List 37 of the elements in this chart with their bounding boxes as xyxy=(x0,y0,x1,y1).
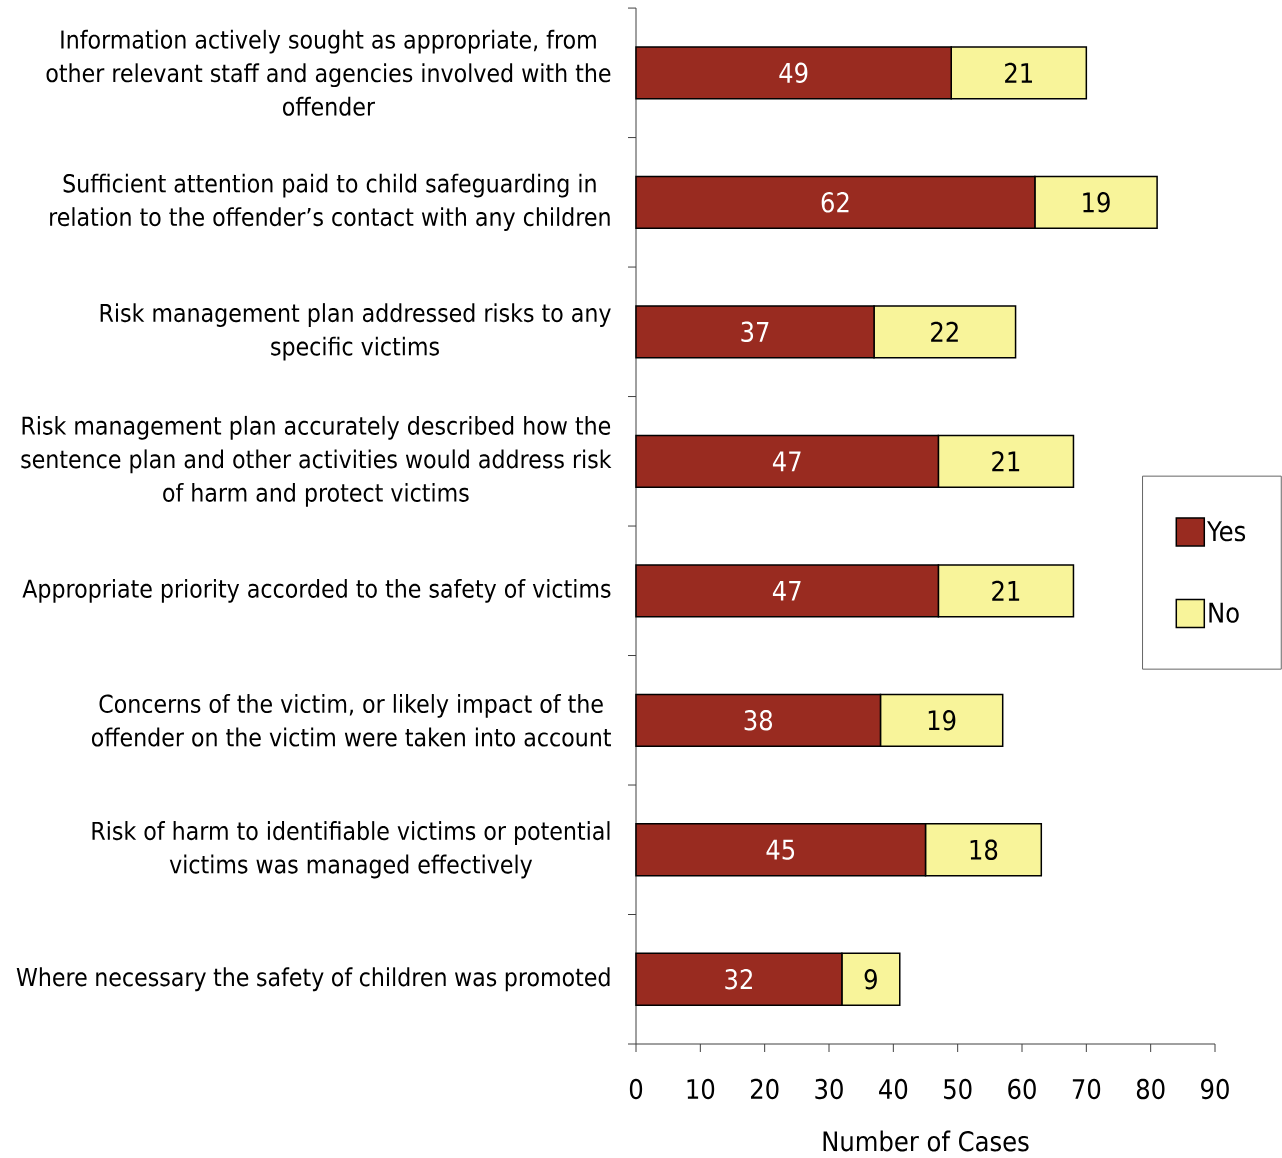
x-tick-label: 40 xyxy=(879,1078,908,1100)
data-label: 38 xyxy=(744,710,773,731)
data-label: 47 xyxy=(772,451,801,472)
y-tick-label: Information actively sought as appropriate, from other relevant staff and agencies involved with the offender xyxy=(46,29,611,116)
x-tick-label: 90 xyxy=(1201,1078,1229,1100)
x-tick-label: 70 xyxy=(1072,1078,1101,1100)
x-tick-label: 20 xyxy=(750,1078,779,1100)
data-label: 18 xyxy=(970,839,998,860)
y-tick-label: Risk management plan accurately described how the sentence plan and other activities would address risk of harm and protect victims xyxy=(21,415,612,507)
x-axis-title: Number of Cases xyxy=(823,1130,1029,1152)
data-label: 22 xyxy=(931,321,958,342)
data-label: 19 xyxy=(928,710,956,731)
legend-label: Yes xyxy=(1206,521,1246,542)
data-label: 9 xyxy=(864,969,877,990)
x-tick-label: 50 xyxy=(944,1078,972,1100)
y-tick-label: Appropriate priority accorded to the safety of victims xyxy=(22,578,611,603)
data-label: 32 xyxy=(725,969,752,990)
data-label: 19 xyxy=(1083,192,1110,213)
y-tick-label: Where necessary the safety of children was promoted xyxy=(16,967,610,992)
data-label: 62 xyxy=(821,192,849,213)
x-tick-label: 60 xyxy=(1008,1078,1036,1100)
data-label: 21 xyxy=(992,451,1020,472)
data-label: 21 xyxy=(1005,62,1032,83)
x-tick-label: 80 xyxy=(1136,1078,1165,1100)
legend-label: No xyxy=(1209,602,1239,623)
y-tick-label: Sufficient attention paid to child safeguarding in relation to the offender’s contact with any children xyxy=(50,173,610,231)
x-tick-label: 30 xyxy=(815,1078,843,1100)
y-tick-label: Risk of harm to identifiable victims or potential victims was managed effectively xyxy=(92,821,610,879)
data-label: 45 xyxy=(766,839,795,860)
x-tick-label: 10 xyxy=(687,1078,715,1100)
data-label: 21 xyxy=(992,580,1020,601)
data-label: 37 xyxy=(741,321,769,343)
y-tick-label: Risk management plan addressed risks to any specific victims xyxy=(100,303,611,361)
data-label: 49 xyxy=(779,62,808,84)
x-tick-label: 0 xyxy=(629,1078,643,1100)
y-tick-label: Concerns of the victim, or likely impact of the offender on the victim were taken into account xyxy=(91,694,611,747)
data-label: 47 xyxy=(772,580,801,601)
